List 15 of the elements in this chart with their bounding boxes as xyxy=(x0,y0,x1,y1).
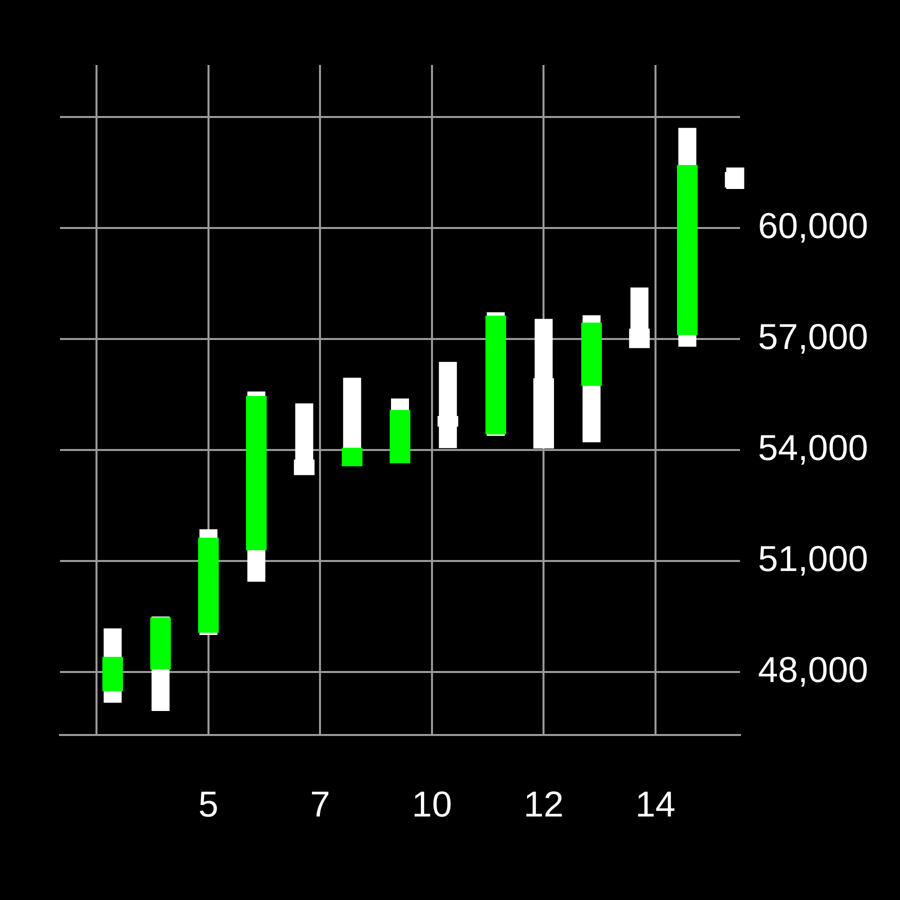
x-tick-label: 5 xyxy=(198,784,218,825)
candlestick xyxy=(294,403,315,476)
candlestick xyxy=(724,168,744,190)
y-tick-label: 48,000 xyxy=(758,648,868,690)
candlestick xyxy=(629,287,650,348)
y-tick-label: 60,000 xyxy=(758,204,868,246)
y-tick-label: 54,000 xyxy=(758,426,868,468)
y-tick-label: 57,000 xyxy=(758,316,868,357)
x-tick-label: 7 xyxy=(310,784,330,825)
y-tick-label: 51,000 xyxy=(758,538,868,579)
x-tick-label: 14 xyxy=(635,784,676,825)
candlestick xyxy=(438,362,458,448)
x-tick-label: 10 xyxy=(412,784,452,825)
candlestick xyxy=(342,378,362,466)
x-tick-label: 12 xyxy=(524,784,564,825)
